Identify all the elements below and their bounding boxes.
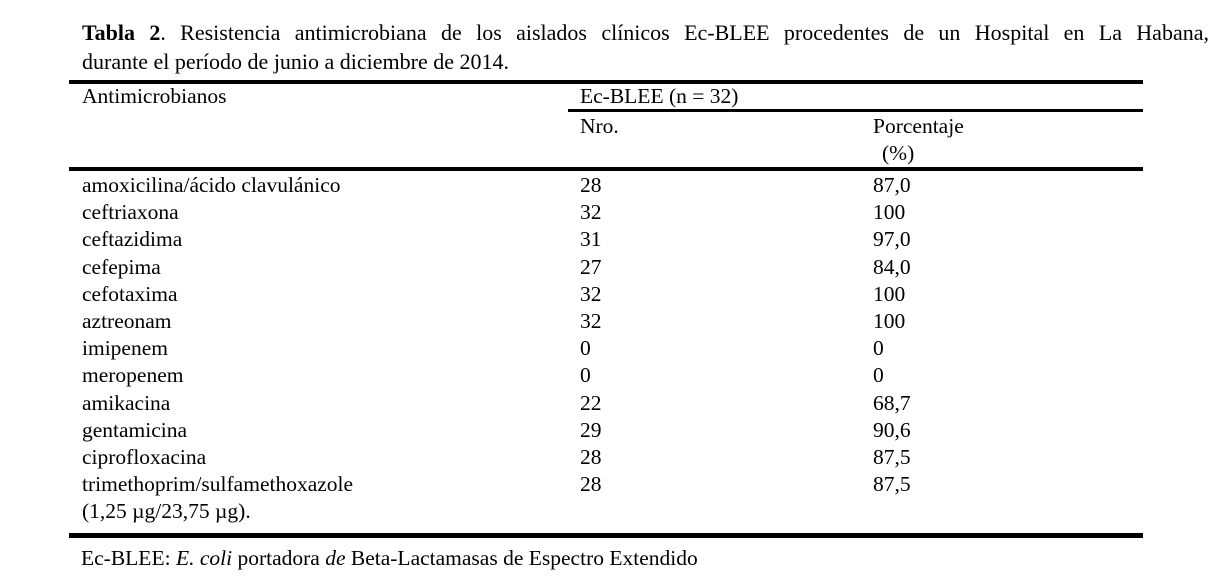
pct-value: 87,0	[873, 173, 911, 197]
table-subheader-row: Nro. Porcentaje (%)	[69, 112, 1143, 167]
pct-value: 0	[873, 336, 884, 361]
nro-value: 22	[580, 390, 602, 415]
table-number: Tabla 2	[82, 20, 161, 45]
footnote-mid: portadora	[232, 545, 326, 570]
antimicrobial-name: ceftriaxona	[82, 200, 179, 225]
antimicrobial-name: trimethoprim/sulfamethoxazole (1,25 µg/2…	[69, 471, 580, 525]
table-footnote: Ec-BLEE: E. coli portadora de Beta-Lacta…	[81, 545, 1218, 572]
table-row: amikacina 22 68,7	[69, 390, 1143, 417]
pct-value: 100	[873, 200, 906, 225]
subheader-spacer	[69, 113, 580, 167]
footnote-prefix: Ec-BLEE:	[81, 545, 176, 570]
pct-value: 87,5	[873, 445, 911, 470]
nro-value: 32	[580, 309, 602, 334]
nro-value: 27	[580, 254, 602, 279]
pct-value: 90,6	[873, 417, 911, 442]
antimicrobial-name: gentamicina	[82, 417, 188, 442]
table-body: amoxicilina/ácido clavulánico 28 87,0 ce…	[69, 171, 1143, 533]
antimicrobial-name-line2: (1,25 µg/23,75 µg).	[82, 499, 251, 524]
nro-value: 0	[580, 336, 591, 361]
pct-value: 97,0	[873, 227, 911, 252]
table-row: cefepima 27 84,0	[69, 254, 1143, 281]
nro-value: 32	[580, 281, 602, 306]
footnote-species-italic: E. coli	[175, 545, 233, 570]
footnote-rest: Beta-Lactamasas de Espectro Extendido	[345, 545, 698, 570]
pct-value: 68,7	[873, 390, 911, 415]
nro-value: 0	[580, 363, 591, 388]
table-caption-text: . Resistencia antimicrobiana de los aisl…	[160, 20, 1209, 45]
antimicrobial-name: ceftazidima	[82, 227, 183, 252]
table-row: trimethoprim/sulfamethoxazole (1,25 µg/2…	[69, 471, 1143, 525]
antimicrobial-name: amikacina	[82, 390, 171, 415]
pct-value: 87,5	[873, 472, 911, 497]
nro-value: 29	[580, 417, 602, 442]
table-row: gentamicina 29 90,6	[69, 417, 1143, 444]
column-header-porcentaje-line2: (%)	[882, 141, 915, 165]
data-table: Antimicrobianos Ec-BLEE (n = 32) Nro. Po…	[69, 80, 1143, 538]
table-caption-line1: Tabla 2. Resistencia antimicrobiana de l…	[82, 18, 1209, 47]
pct-value: 0	[873, 363, 884, 388]
pct-value: 100	[873, 281, 906, 306]
antimicrobial-name: cefepima	[82, 254, 161, 279]
table-caption-line2: durante el período de junio a diciembre …	[82, 49, 510, 74]
table-row: cefotaxima 32 100	[69, 281, 1143, 308]
nro-value: 28	[580, 173, 602, 197]
table-bottom-rule	[69, 532, 1143, 538]
table-header-group-row: Antimicrobianos Ec-BLEE (n = 32)	[69, 84, 1143, 112]
antimicrobial-name: cefotaxima	[82, 281, 178, 306]
antimicrobial-name: aztreonam	[82, 309, 172, 334]
footnote-de-italic: de	[325, 545, 346, 570]
pct-value: 84,0	[873, 254, 911, 279]
table-row: amoxicilina/ácido clavulánico 28 87,0	[69, 172, 1143, 199]
table-row: ciprofloxacina 28 87,5	[69, 444, 1143, 471]
table-top-rule	[69, 80, 1143, 84]
column-header-antimicrobianos: Antimicrobianos	[82, 84, 227, 108]
table-row: aztreonam 32 100	[69, 308, 1143, 335]
antimicrobial-name-line1: trimethoprim/sulfamethoxazole	[82, 472, 354, 497]
antimicrobial-name: meropenem	[82, 363, 184, 388]
header-bottom-rule	[69, 167, 1143, 171]
nro-value: 28	[580, 445, 602, 470]
table-row: ceftriaxona 32 100	[69, 199, 1143, 226]
antimicrobial-name: ciprofloxacina	[82, 445, 207, 470]
table-row: ceftazidima 31 97,0	[69, 226, 1143, 253]
column-header-porcentaje-line1: Porcentaje	[873, 114, 964, 138]
column-header-nro: Nro.	[580, 114, 619, 138]
pct-value: 100	[873, 309, 906, 334]
column-group-header-ecblee: Ec-BLEE (n = 32)	[568, 84, 1143, 112]
table-row: imipenem 0 0	[69, 335, 1143, 362]
table-caption: Tabla 2. Resistencia antimicrobiana de l…	[82, 0, 1209, 76]
nro-value: 32	[580, 200, 602, 225]
nro-value: 28	[580, 472, 602, 497]
column-header-porcentaje: Porcentaje (%)	[873, 113, 1143, 167]
antimicrobial-name: imipenem	[82, 336, 168, 361]
antimicrobial-name: amoxicilina/ácido clavulánico	[82, 173, 341, 197]
table-row: meropenem 0 0	[69, 362, 1143, 389]
nro-value: 31	[580, 227, 602, 252]
